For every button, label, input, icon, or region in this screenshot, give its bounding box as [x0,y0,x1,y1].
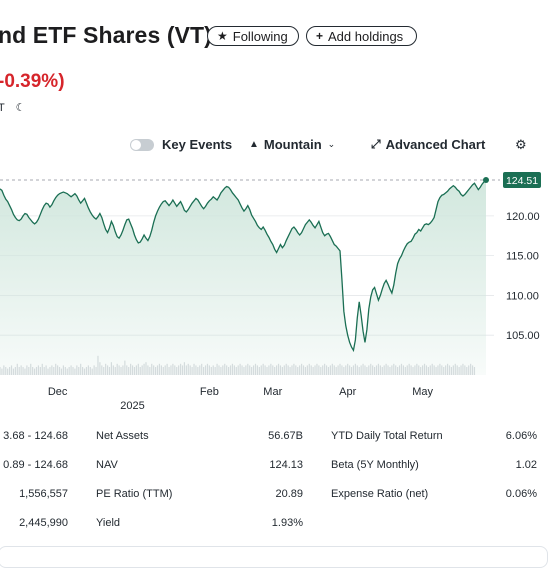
key-events-label: Key Events [162,137,233,152]
stat-label: Expense Ratio (net) [331,488,429,500]
x-axis-label: May [412,386,433,398]
current-price-badge: 124.51 [503,172,541,189]
star-icon: ★ [217,29,228,43]
plus-icon: + [316,29,324,43]
stat-value: 0.06% [505,488,537,500]
y-tick-label: 105.00 [506,330,540,342]
current-price-dot [483,177,489,184]
stat-left-value: 1,556,557 [19,488,68,500]
x-axis-label: Dec [48,386,68,398]
stat-label: Beta (5Y Monthly) [331,459,419,471]
chart-type-dropdown[interactable]: ▲ Mountain ⌄ [249,137,335,152]
toggle-switch-icon [130,138,154,151]
x-axis-label: Apr [339,386,356,398]
y-tick-label: 120.00 [506,211,540,223]
market-time: T ☾ [0,101,25,114]
chart-settings-button[interactable]: ⚙ [515,137,527,153]
stat-label: YTD Daily Total Return [331,430,443,442]
advanced-chart-label: Advanced Chart [385,137,486,152]
following-label: Following [232,28,288,44]
moon-icon: ☾ [15,102,26,114]
chevron-down-icon: ⌄ [327,139,336,149]
x-axis-year-label: 2025 [120,400,144,410]
stat-left-value: 3.68 - 124.68 [3,430,68,442]
stat-value: 1.93% [271,517,303,529]
stat-left-value: 0.89 - 124.68 [3,459,68,471]
stat-left-value: 2,445,990 [19,517,68,529]
mountain-icon: ▲ [249,139,259,150]
following-button[interactable]: ★ Following [207,26,299,46]
y-tick-label: 110.00 [506,290,539,302]
expand-icon: ⤢ [371,137,381,151]
price-change-percent: -0.39%) [0,71,65,92]
mountain-label: Mountain [263,137,322,152]
stat-label: NAV [96,459,118,471]
gear-icon: ⚙ [515,137,527,152]
stat-label: PE Ratio (TTM) [96,488,173,500]
stat-value: 56.67B [268,430,303,442]
y-tick-label: 115.00 [506,251,539,263]
bottom-card [0,546,548,568]
add-holdings-button[interactable]: + Add holdings [306,26,417,46]
stat-label: Yield [96,517,121,529]
stat-value: 20.89 [275,488,303,500]
stat-label: Net Assets [96,430,149,442]
add-holdings-label: Add holdings [328,28,404,44]
x-axis-label: Mar [263,386,282,398]
price-chart[interactable]: 124.51 120.00 115.00 110.00 105.00 Dec Feb Ma… [0,165,548,410]
current-price-label: 124.51 [506,175,538,187]
price-line [0,179,487,353]
page-title: nd ETF Shares (VT) [0,22,212,48]
stat-value: 6.06% [505,430,537,442]
stat-value: 124.13 [269,459,303,471]
price-area [0,180,486,375]
advanced-chart-button[interactable]: ⤢ Advanced Chart [371,137,485,152]
key-events-toggle[interactable]: Key Events [130,137,232,152]
market-time-text: T [0,102,5,114]
stat-value: 1.02 [515,459,537,471]
x-axis-label: Feb [200,386,219,398]
